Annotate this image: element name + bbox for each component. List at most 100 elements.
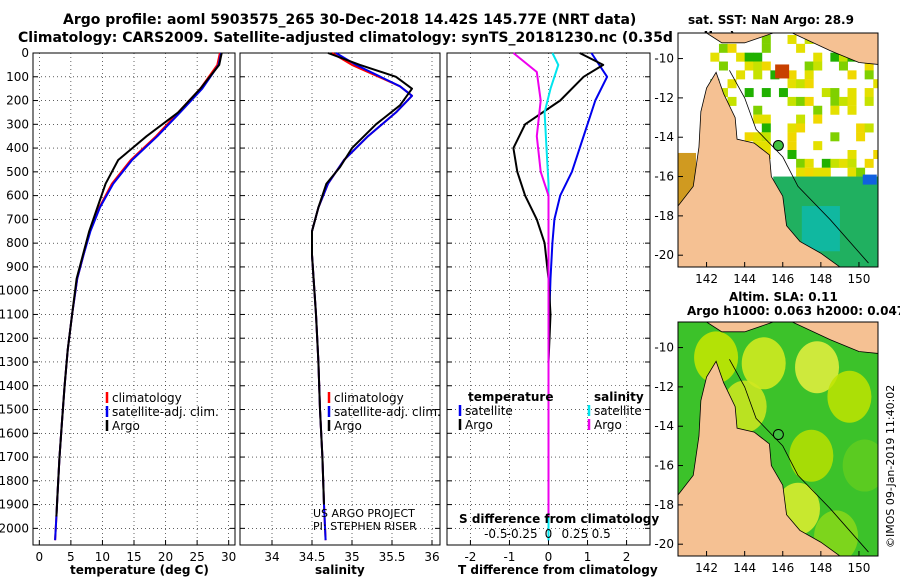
sst-pixel (847, 167, 857, 177)
depth-tick-label: 2000 (0, 521, 29, 535)
sst-pixel (838, 61, 848, 71)
salinity-legend-1-label: satellite-adj. clim. (334, 405, 441, 419)
difference-legend-sal-argo-label: Argo (594, 418, 622, 432)
panel-frame-t (32, 52, 236, 546)
sst-lat-tick-label: -12 (654, 91, 674, 105)
sla-map-frame (677, 321, 879, 557)
sst-lon-tick-label: 142 (695, 272, 718, 286)
sst-lat-tick-label: -14 (654, 130, 674, 144)
sst-pixel (864, 70, 874, 80)
sst-pixel (813, 167, 823, 177)
figure-title-line1: Argo profile: aoml 5903575_265 30-Dec-20… (63, 12, 637, 28)
sst-pixel (830, 158, 840, 168)
depth-tick-label: 1300 (0, 355, 29, 369)
sla-isobath (729, 359, 869, 553)
sst-pixel (804, 158, 814, 168)
sst-pixel (847, 70, 857, 80)
tick-label-x-d: 2 (623, 550, 631, 564)
depth-tick-label: 700 (6, 212, 29, 226)
difference-top-tick-label: -0.25 (507, 527, 538, 541)
sst-pixel (813, 114, 823, 124)
depth-tick-label: 1100 (0, 307, 29, 321)
salinity-xlabel: salinity (315, 563, 365, 577)
sst-pixel (736, 52, 746, 62)
depth-tick-label: 1700 (0, 450, 29, 464)
credit-pi: PI: STEPHEN RISER (313, 520, 417, 533)
tick-label-x-d: -2 (464, 550, 476, 564)
sst-pixel (787, 34, 797, 44)
sst-map-frame (677, 32, 879, 268)
difference-legend-temp-sat-label: satellite (465, 404, 513, 418)
sst-pixel (830, 88, 840, 98)
sst-lat-tick-label: -16 (654, 170, 674, 184)
depth-tick-label: 1600 (0, 426, 29, 440)
sla-lon-tick-label: 142 (695, 561, 718, 575)
sst-pixel (753, 52, 763, 62)
tick-label-x-s: 34.5 (299, 550, 326, 564)
tick-label-x-s: 34 (264, 550, 279, 564)
sst-pixel (710, 52, 720, 62)
sst-pixel (753, 132, 763, 142)
sst-pixel (847, 96, 857, 106)
depth-tick-label: 1200 (0, 331, 29, 345)
tick-label-x-s: 36 (424, 550, 439, 564)
sst-teal-patch (801, 206, 840, 252)
sst-pixel (796, 96, 806, 106)
sst-pixel (796, 43, 806, 53)
temperature-legend-0-label: climatology (112, 391, 182, 405)
sla-lon-tick-label: 150 (847, 561, 870, 575)
sla-lat-tick-label: -12 (654, 380, 674, 394)
sst-pixel (813, 105, 823, 115)
tick-label-x-d: 0 (545, 550, 553, 564)
sst-pixel (813, 52, 823, 62)
sst-pixel (787, 79, 797, 89)
sla-land-png (705, 322, 774, 333)
depth-tick-label: 100 (6, 70, 29, 84)
difference-legend-temp-title: temperature (468, 390, 553, 404)
sst-pixel (856, 167, 866, 177)
sst-pixel (753, 105, 763, 115)
sla-anomaly-blob (814, 510, 859, 556)
sla-anomaly-blob (694, 331, 739, 384)
tick-label-x-t: 5 (67, 550, 75, 564)
difference-top-tick-label: -0.5 (484, 527, 507, 541)
sst-pixel (830, 105, 840, 115)
sst-pixel (778, 88, 788, 98)
temperature-legend-1-label: satellite-adj. clim. (112, 405, 219, 419)
sst-pixel (838, 158, 848, 168)
sst-pixel (847, 150, 857, 159)
sla-anomaly-blob (827, 370, 872, 423)
sst-pixel (787, 123, 797, 133)
depth-tick-label: 800 (6, 236, 29, 250)
sst-pixel (804, 167, 814, 177)
sla-argo-marker (772, 428, 784, 440)
salinity-legend-0-label: climatology (334, 391, 404, 405)
sst-lon-tick-label: 148 (809, 272, 832, 286)
sst-lat-tick-label: -20 (654, 248, 674, 262)
sst-pixel (761, 132, 771, 142)
sst-hot-pixel (775, 64, 790, 79)
sst-pixel (787, 70, 797, 80)
credit-project: US ARGO PROJECT (313, 507, 415, 520)
sst-pixel (787, 96, 797, 106)
sst-pixel (727, 79, 737, 89)
sla-anomaly-blob (741, 337, 786, 390)
sst-pixel (821, 167, 831, 177)
sst-pixel (856, 123, 866, 133)
sla-lon-tick-label: 144 (733, 561, 756, 575)
sst-map-content (678, 33, 878, 267)
sst-pixel (761, 61, 771, 71)
sst-pixel (744, 52, 754, 62)
sla-anomaly-blob (789, 429, 834, 482)
sst-pixel (761, 43, 771, 53)
difference-top-tick-label: 0.25 (561, 527, 588, 541)
tick-label-x-t: 15 (126, 550, 141, 564)
sst-pixel (864, 158, 874, 168)
sst-blue-pixel (862, 174, 877, 185)
sst-pixel (761, 34, 771, 44)
sst-pixel (796, 158, 806, 168)
sst-pixel (787, 150, 797, 159)
sst-pixel (873, 150, 878, 159)
sst-pixel (838, 52, 848, 62)
